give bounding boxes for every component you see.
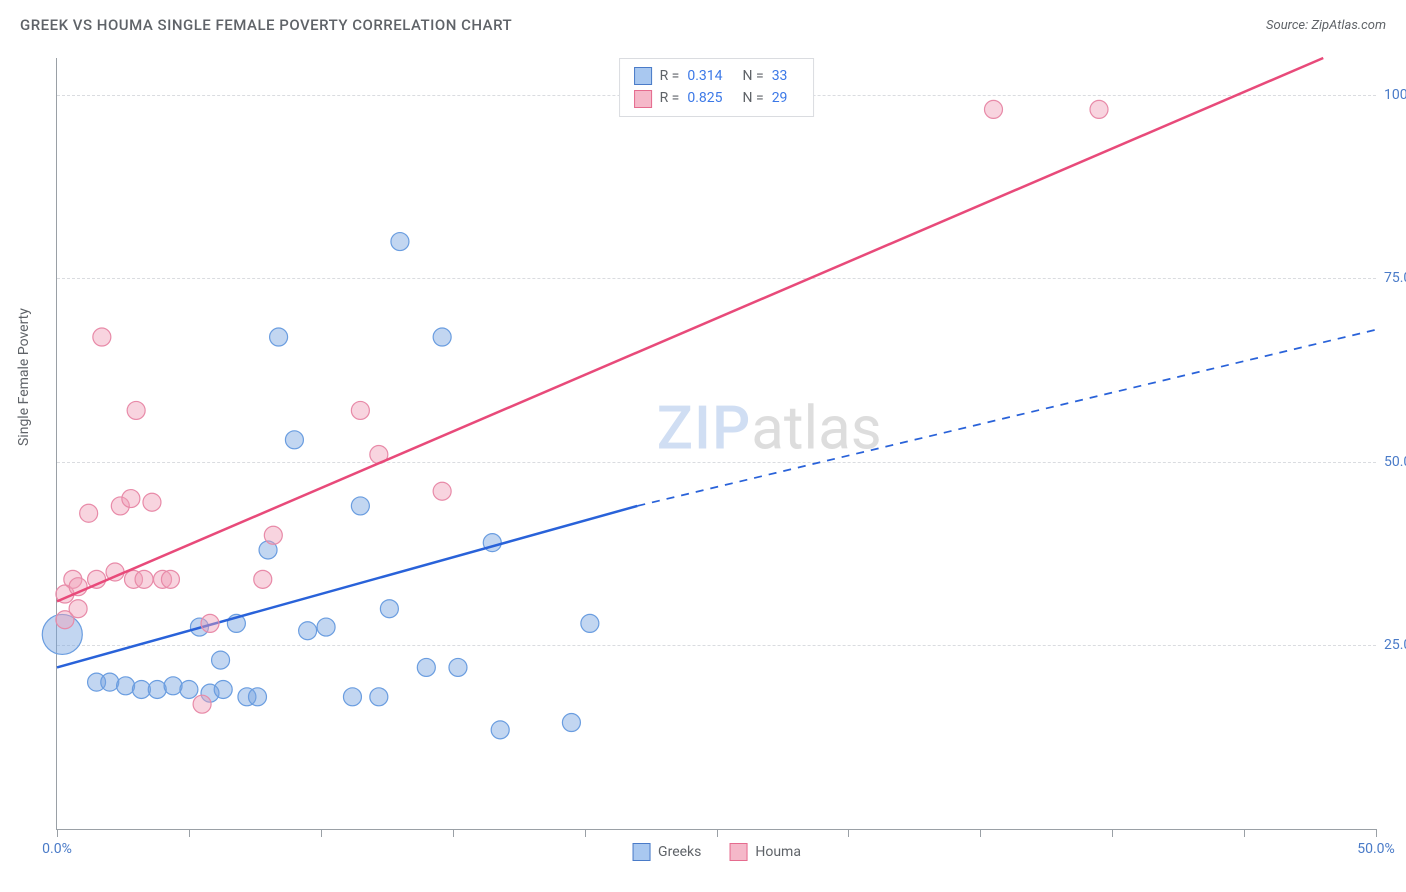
data-point[interactable] xyxy=(180,680,198,698)
data-point[interactable] xyxy=(351,401,369,419)
data-point[interactable] xyxy=(101,673,119,691)
data-point[interactable] xyxy=(122,490,140,508)
data-point[interactable] xyxy=(984,100,1002,118)
legend-r-value: 0.314 xyxy=(687,65,722,87)
data-point[interactable] xyxy=(433,482,451,500)
x-tick xyxy=(717,829,718,837)
x-tick xyxy=(1112,829,1113,837)
data-point[interactable] xyxy=(317,618,335,636)
legend-r-label: R = xyxy=(660,65,680,87)
legend-n-value: 33 xyxy=(772,65,788,87)
legend-n-value: 29 xyxy=(772,87,788,109)
legend-swatch xyxy=(729,843,747,861)
legend-top: R = 0.314 N = 33 R = 0.825 N = 29 xyxy=(619,58,815,117)
title-row: GREEK VS HOUMA SINGLE FEMALE POVERTY COR… xyxy=(0,0,1406,34)
data-point[interactable] xyxy=(80,504,98,522)
legend-r-label: R = xyxy=(660,87,680,109)
legend-swatch xyxy=(632,843,650,861)
y-tick-label: 50.0% xyxy=(1384,454,1406,470)
x-tick xyxy=(453,829,454,837)
y-tick-label: 75.0% xyxy=(1384,270,1406,286)
data-point[interactable] xyxy=(248,688,266,706)
legend-bottom-item: Houma xyxy=(729,843,801,861)
data-point[interactable] xyxy=(117,677,135,695)
data-point[interactable] xyxy=(148,680,166,698)
x-tick-label: 0.0% xyxy=(42,841,72,857)
data-point[interactable] xyxy=(164,677,182,695)
data-point[interactable] xyxy=(299,622,317,640)
legend-r-value: 0.825 xyxy=(687,87,722,109)
data-point[interactable] xyxy=(491,721,509,739)
data-point[interactable] xyxy=(433,328,451,346)
plot-area: ZIPatlas R =0.314N =33R =0.825N =29 Gree… xyxy=(56,58,1376,830)
chart-title: GREEK VS HOUMA SINGLE FEMALE POVERTY COR… xyxy=(20,16,512,34)
legend-bottom: Greeks Houma xyxy=(632,843,801,861)
legend-series-label: Greeks xyxy=(658,844,701,860)
data-point[interactable] xyxy=(351,497,369,515)
x-tick xyxy=(980,829,981,837)
data-point[interactable] xyxy=(69,600,87,618)
y-tick-label: 25.0% xyxy=(1384,637,1406,653)
data-point[interactable] xyxy=(562,714,580,732)
legend-swatch xyxy=(634,90,652,108)
data-point[interactable] xyxy=(285,431,303,449)
x-tick xyxy=(585,829,586,837)
source-prefix: Source: xyxy=(1266,18,1311,33)
legend-top-row: R = 0.825 N = 29 xyxy=(634,87,800,109)
x-tick xyxy=(321,829,322,837)
data-point[interactable] xyxy=(214,680,232,698)
data-point[interactable] xyxy=(417,658,435,676)
data-point[interactable] xyxy=(201,614,219,632)
legend-bottom-item: Greeks xyxy=(632,843,701,861)
legend-top-row: R = 0.314 N = 33 xyxy=(634,65,800,87)
legend-n-label: N = xyxy=(743,87,764,109)
data-point[interactable] xyxy=(143,493,161,511)
x-tick-label: 50.0% xyxy=(1357,841,1395,857)
chart-container: GREEK VS HOUMA SINGLE FEMALE POVERTY COR… xyxy=(0,0,1406,892)
data-point[interactable] xyxy=(135,570,153,588)
data-point[interactable] xyxy=(270,328,288,346)
legend-n-label: N = xyxy=(743,65,764,87)
data-point[interactable] xyxy=(370,688,388,706)
data-point[interactable] xyxy=(127,401,145,419)
source-label: Source: ZipAtlas.com xyxy=(1266,18,1386,33)
x-tick xyxy=(1244,829,1245,837)
x-tick xyxy=(1376,829,1377,837)
data-point[interactable] xyxy=(343,688,361,706)
y-tick-label: 100.0% xyxy=(1384,87,1406,103)
y-axis-label: Single Female Poverty xyxy=(16,308,32,446)
data-point[interactable] xyxy=(449,658,467,676)
data-point[interactable] xyxy=(161,570,179,588)
x-tick xyxy=(57,829,58,837)
data-point[interactable] xyxy=(254,570,272,588)
x-tick xyxy=(189,829,190,837)
data-point[interactable] xyxy=(380,600,398,618)
data-point[interactable] xyxy=(581,614,599,632)
data-point[interactable] xyxy=(93,328,111,346)
data-point[interactable] xyxy=(264,526,282,544)
data-point[interactable] xyxy=(212,651,230,669)
legend-swatch xyxy=(634,67,652,85)
data-point[interactable] xyxy=(193,695,211,713)
trend-line-dashed xyxy=(637,330,1376,506)
x-tick xyxy=(848,829,849,837)
legend-series-label: Houma xyxy=(755,844,801,860)
trend-line xyxy=(57,58,1323,601)
data-point[interactable] xyxy=(391,233,409,251)
data-point[interactable] xyxy=(1090,100,1108,118)
source-link[interactable]: ZipAtlas.com xyxy=(1311,18,1386,33)
plot-svg xyxy=(57,58,1376,829)
